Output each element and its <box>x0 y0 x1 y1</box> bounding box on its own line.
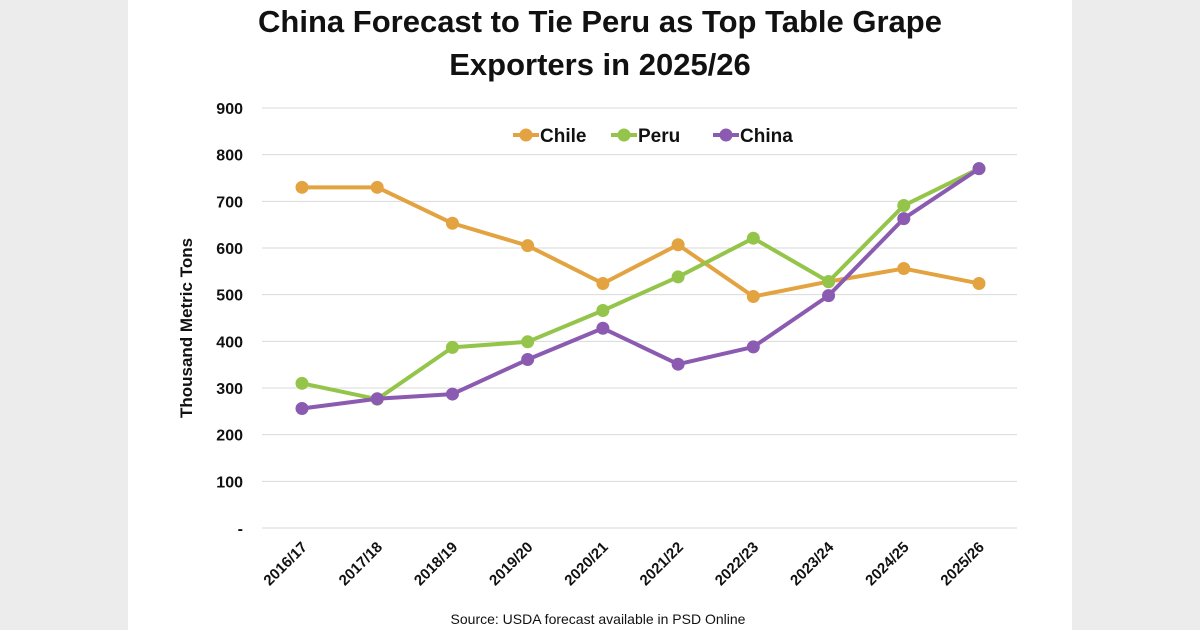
data-point-chile <box>897 262 911 276</box>
data-point-chile <box>445 216 459 230</box>
y-tick-label: 900 <box>216 101 243 118</box>
y-tick-label: 400 <box>216 334 243 351</box>
data-point-china <box>822 289 836 303</box>
x-tick-label: 2016/17 <box>260 539 310 589</box>
series-line-chile <box>300 185 981 299</box>
data-point-chile <box>295 180 309 194</box>
x-tick-label: 2023/24 <box>787 538 838 589</box>
legend-label-china: China <box>740 126 793 147</box>
y-tick-label: 100 <box>216 474 243 491</box>
legend-marker-chile <box>519 128 533 142</box>
chart-title-line1: China Forecast to Tie Peru as Top Table … <box>258 4 942 39</box>
y-tick-label: 700 <box>216 194 243 211</box>
data-point-chile <box>596 276 610 290</box>
y-tick-label: 500 <box>216 288 243 305</box>
data-point-peru <box>445 340 459 354</box>
data-point-peru <box>822 275 836 289</box>
x-tick-label: 2021/22 <box>637 539 687 589</box>
legend-marker-peru <box>617 128 631 142</box>
data-point-peru <box>596 304 610 318</box>
data-point-peru <box>671 270 685 284</box>
chart-title-line2: Exporters in 2025/26 <box>449 47 751 82</box>
source-note: Source: USDA forecast available in PSD O… <box>450 611 746 627</box>
x-tick-label: 2025/26 <box>937 539 987 589</box>
legend-label-chile: Chile <box>540 126 586 147</box>
y-axis-label: Thousand Metric Tons <box>177 238 196 418</box>
x-tick-label: 2019/20 <box>486 539 536 589</box>
legend-marker-china <box>719 128 733 142</box>
data-point-china <box>746 340 760 354</box>
legend-label-peru: Peru <box>638 126 680 147</box>
data-point-chile <box>370 180 384 194</box>
data-point-china <box>897 212 911 226</box>
y-tick-label: - <box>238 521 243 538</box>
x-tick-label: 2017/18 <box>336 539 386 589</box>
x-tick-label: 2024/25 <box>862 539 912 589</box>
data-point-chile <box>671 238 685 252</box>
x-tick-label: 2020/21 <box>561 539 611 589</box>
data-point-peru <box>295 376 309 390</box>
data-point-china <box>521 353 535 367</box>
data-point-china <box>596 321 610 335</box>
data-point-chile <box>746 290 760 304</box>
data-point-chile <box>521 239 535 253</box>
data-point-chile <box>972 276 986 290</box>
data-point-peru <box>746 231 760 245</box>
data-point-china <box>370 392 384 406</box>
y-tick-label: 300 <box>216 381 243 398</box>
data-point-china <box>445 387 459 401</box>
x-tick-label: 2018/19 <box>411 539 461 589</box>
data-point-china <box>671 357 685 371</box>
x-tick-label: 2022/23 <box>712 539 762 589</box>
y-tick-label: 200 <box>216 428 243 445</box>
series-line-peru <box>300 166 981 402</box>
series-line-china <box>300 166 981 411</box>
data-point-peru <box>897 199 911 213</box>
y-tick-label: 600 <box>216 241 243 258</box>
data-point-china <box>972 162 986 176</box>
data-point-china <box>295 402 309 416</box>
data-point-peru <box>521 335 535 349</box>
y-tick-label: 800 <box>216 148 243 165</box>
